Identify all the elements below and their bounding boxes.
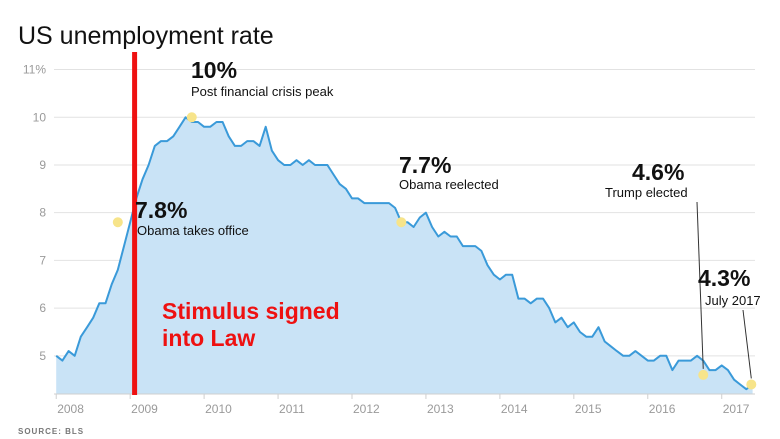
annotation-value: 4.3%	[698, 265, 750, 291]
annotation-marker	[698, 369, 709, 380]
x-tick-label: 2012	[353, 402, 380, 416]
stimulus-line	[132, 52, 138, 395]
x-tick-label: 2015	[575, 402, 602, 416]
y-tick-label: 5	[39, 349, 46, 363]
annotation-text: Obama takes office	[137, 223, 249, 238]
annotation-value: 7.8%	[135, 197, 187, 223]
stimulus-label-line1: Stimulus signed	[162, 298, 340, 324]
x-tick-label: 2011	[279, 402, 305, 416]
annotation-value: 4.6%	[632, 159, 684, 185]
annotation-value: 10%	[191, 57, 237, 83]
annotation-text: July 2017	[705, 293, 761, 308]
y-tick-label: 11%	[23, 63, 46, 77]
chart-title: US unemployment rate	[18, 22, 274, 50]
source-note: SOURCE: BLS	[18, 427, 84, 436]
annotation-marker	[112, 217, 123, 228]
annotation-marker	[396, 217, 407, 228]
stimulus-label-line2: into Law	[162, 325, 255, 351]
y-tick-label: 8	[39, 206, 46, 220]
x-tick-label: 2013	[427, 402, 454, 416]
y-axis-ticks: 11% 10 9 8 7 6 5	[23, 63, 46, 363]
x-axis-ticks: 2008 2009 2010 2011 2012 2013 2014 2015 2016 2017	[54, 393, 755, 416]
y-tick-label: 6	[39, 301, 46, 315]
leader-line-july	[742, 309, 752, 379]
y-tick-label: 7	[39, 253, 46, 267]
x-tick-label: 2010	[205, 402, 232, 416]
y-tick-label: 9	[39, 158, 46, 172]
annotation-text: Obama reelected	[399, 177, 499, 192]
annotation-labels: 7.8%Obama takes office 10%Post financial …	[135, 57, 761, 308]
x-tick-label: 2014	[501, 402, 528, 416]
annotation-markers	[112, 112, 757, 390]
x-tick-label: 2017	[723, 402, 750, 416]
annotation-value: 7.7%	[399, 152, 451, 178]
annotation-text: Post financial crisis peak	[191, 84, 334, 99]
x-tick-label: 2008	[57, 402, 84, 416]
annotation-marker	[746, 379, 757, 390]
leader-line-trump	[696, 201, 704, 369]
x-tick-label: 2016	[649, 402, 676, 416]
annotation-text: Trump elected	[605, 185, 688, 200]
annotation-marker	[186, 112, 197, 123]
x-tick-label: 2009	[131, 402, 158, 416]
y-tick-label: 10	[33, 110, 47, 124]
series-area	[56, 117, 753, 395]
